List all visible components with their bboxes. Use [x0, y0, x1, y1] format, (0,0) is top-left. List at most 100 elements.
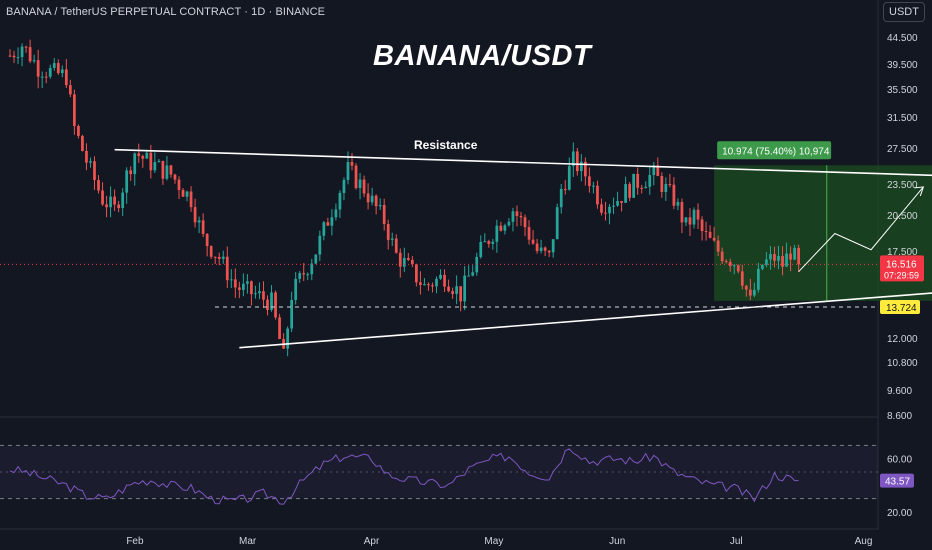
candle-body: [209, 246, 213, 257]
candle-body: [507, 221, 511, 226]
candle-body: [700, 219, 704, 232]
candle: [431, 282, 434, 293]
candle: [410, 256, 414, 268]
candle: [16, 47, 20, 65]
candle-body: [266, 299, 269, 310]
candle: [487, 239, 491, 248]
currency-button[interactable]: USDT: [883, 2, 925, 22]
candle: [684, 217, 688, 227]
candle-body: [197, 220, 201, 223]
candle-body: [624, 184, 627, 203]
candle-body: [358, 179, 362, 189]
time-tick-label: Apr: [364, 536, 380, 547]
candle-body: [322, 222, 326, 236]
candle-body: [467, 275, 471, 277]
candle-body: [410, 259, 414, 265]
candle: [229, 269, 233, 289]
candle: [56, 59, 60, 75]
candle: [250, 280, 253, 306]
candle-body: [596, 185, 599, 205]
price-tick-label: 23.500: [887, 180, 918, 191]
candle-body: [519, 215, 523, 218]
candle-body: [217, 256, 221, 259]
candle-body: [177, 179, 181, 190]
candle: [483, 233, 487, 243]
candle-body: [636, 173, 640, 188]
candle-body: [89, 161, 92, 163]
candle-body: [125, 170, 129, 193]
candle-body: [225, 256, 229, 281]
candle: [608, 204, 611, 225]
candle-body: [85, 150, 88, 163]
candle: [165, 156, 169, 181]
candle: [584, 157, 587, 186]
candle-body: [644, 186, 648, 189]
candle: [519, 211, 523, 226]
current-price-badge: [880, 255, 924, 282]
candle: [354, 163, 358, 190]
candle: [44, 71, 48, 84]
candle: [773, 246, 776, 268]
candle: [394, 234, 398, 254]
candle: [81, 134, 84, 152]
candle-body: [535, 243, 539, 252]
symbol-header[interactable]: BANANA / TetherUS PERPETUAL CONTRACT · 1…: [6, 6, 326, 18]
candle-body: [8, 55, 12, 57]
candle: [64, 59, 68, 89]
candle-body: [165, 165, 169, 179]
candle-body: [101, 190, 104, 205]
target-label-box: [717, 141, 832, 160]
chart-title: BANANA/USDT: [373, 40, 592, 72]
candle: [455, 275, 458, 305]
candle: [527, 220, 531, 245]
candle-body: [221, 256, 225, 259]
candle: [40, 71, 44, 89]
candle: [724, 259, 728, 264]
candle-body: [350, 161, 354, 166]
candle: [129, 166, 133, 181]
candle-body: [109, 196, 112, 208]
candle-body: [213, 256, 217, 258]
candle-body: [773, 254, 776, 261]
countdown-label: 07:29:59: [884, 270, 919, 280]
candle: [386, 219, 390, 250]
candle: [28, 39, 32, 64]
candle-body: [789, 253, 792, 260]
candle: [588, 167, 591, 193]
resistance-trendline: [114, 148, 932, 177]
candle: [592, 181, 595, 194]
candle: [728, 258, 732, 272]
candle-body: [402, 258, 406, 267]
candle-body: [684, 217, 688, 223]
candle-body: [664, 183, 668, 193]
candle: [467, 265, 471, 277]
candle: [326, 217, 330, 226]
candle: [24, 45, 28, 53]
candle: [515, 205, 519, 227]
candle-body: [24, 46, 28, 48]
candle-body: [620, 201, 623, 203]
candle: [246, 274, 249, 294]
candle: [362, 175, 366, 198]
candle-body: [740, 271, 744, 286]
support-price-label: 13.724: [886, 303, 917, 314]
candle-body: [752, 289, 756, 296]
candle-body: [294, 278, 298, 300]
candle-body: [56, 63, 60, 74]
candle: [575, 148, 579, 176]
candle: [616, 191, 619, 207]
candle: [692, 207, 696, 229]
candle: [757, 262, 760, 293]
candle: [213, 256, 217, 264]
candle-body: [398, 252, 402, 267]
candle: [712, 226, 716, 242]
candle: [596, 180, 599, 209]
candle: [185, 190, 189, 202]
candle: [761, 264, 764, 271]
candle: [233, 268, 237, 298]
candle: [113, 189, 116, 211]
candle: [648, 167, 652, 195]
candle: [539, 239, 543, 254]
candle: [600, 198, 603, 216]
candle: [258, 282, 261, 300]
